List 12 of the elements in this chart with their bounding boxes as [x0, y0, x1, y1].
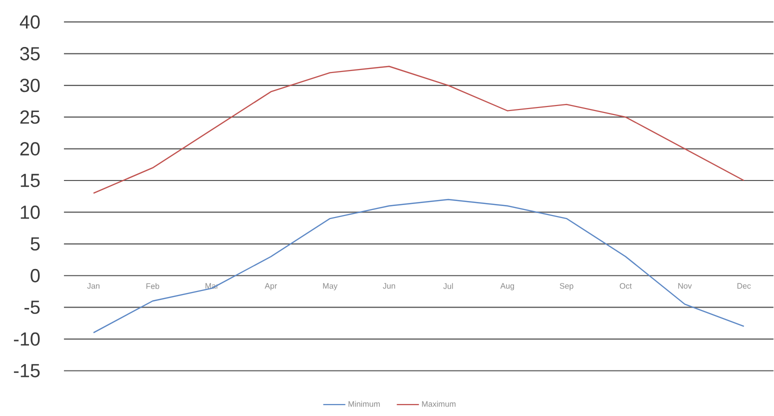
y-tick-label: 30: [20, 78, 40, 92]
y-tick-label: 15: [20, 174, 40, 188]
y-tick-label: -10: [14, 332, 40, 346]
y-tick-label: 20: [20, 142, 40, 156]
y-tick-label: 25: [20, 110, 40, 124]
y-tick-label: 5: [30, 237, 40, 251]
y-tick-label: 0: [30, 269, 40, 282]
y-tick-label: -15: [14, 364, 40, 378]
y-tick-label: 35: [20, 47, 40, 61]
y-tick-label: -5: [24, 300, 40, 314]
y-tick-label: 10: [20, 206, 40, 220]
y-tick-label: 40: [20, 15, 40, 29]
